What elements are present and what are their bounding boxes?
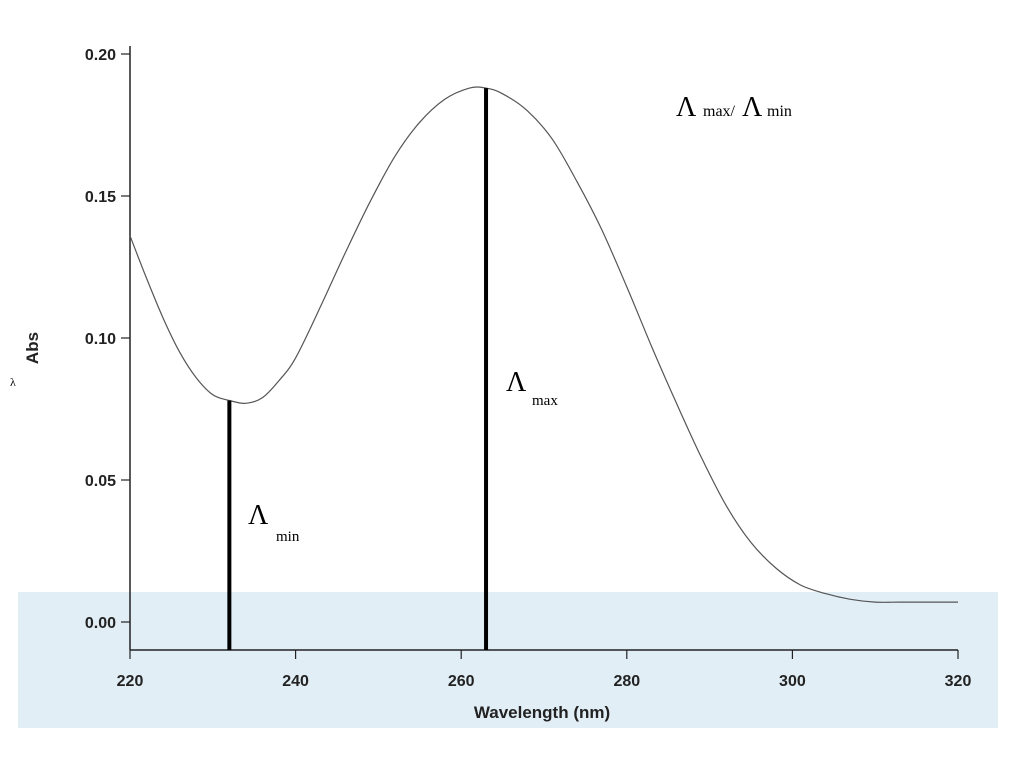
x-tick-label: 320 (945, 673, 972, 690)
y-tick-label: 0.00 (85, 615, 116, 632)
y-axis-title: Abs (23, 332, 42, 364)
y-tick-label: 0.05 (85, 473, 116, 490)
y-tick-label: 0.15 (85, 189, 116, 206)
lambda-max-annotation: Λ max (506, 367, 558, 409)
stray-lambda-label: λ (10, 375, 16, 389)
x-axis-title: Wavelength (nm) (474, 703, 610, 722)
x-axis-ticks: 220 240 260 280 300 320 (117, 650, 972, 690)
y-axis-ticks: 0.00 0.05 0.10 0.15 0.20 (85, 47, 130, 632)
ratio-annotation: Λ max/ Λ min (676, 92, 792, 123)
x-tick-label: 300 (779, 673, 806, 690)
x-tick-label: 280 (613, 673, 640, 690)
lambda-min-annotation: Λ min (248, 500, 300, 545)
x-tick-label: 240 (282, 673, 309, 690)
x-tick-label: 220 (117, 673, 144, 690)
background-band (18, 592, 998, 728)
y-tick-label: 0.20 (85, 47, 116, 64)
x-tick-label: 260 (448, 673, 475, 690)
y-tick-label: 0.10 (85, 331, 116, 348)
